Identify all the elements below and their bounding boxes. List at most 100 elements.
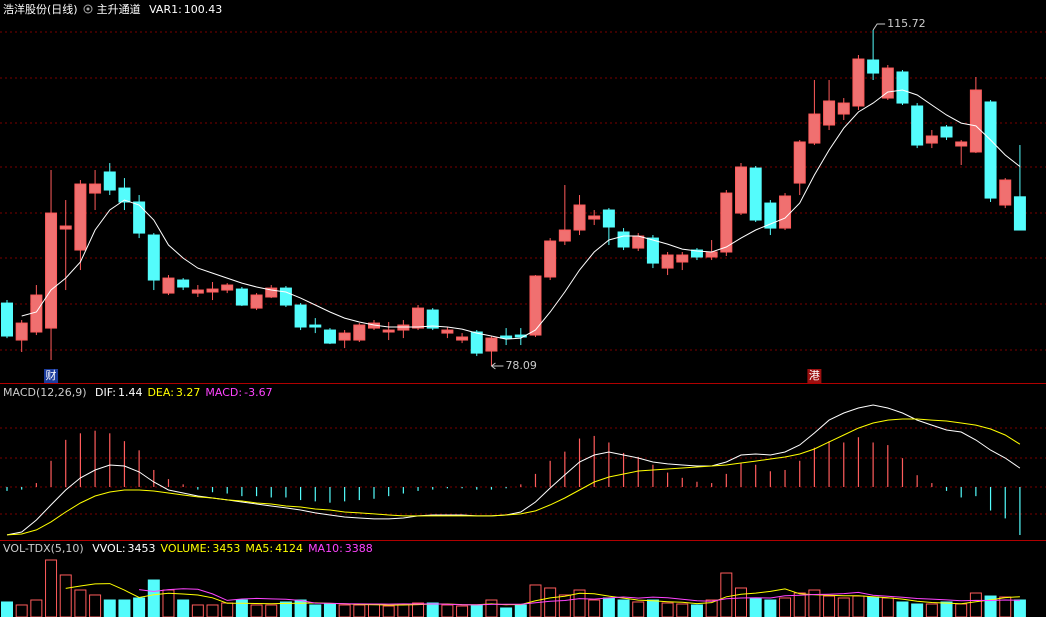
candle-body: [250, 294, 263, 309]
candle-body: [969, 89, 982, 153]
candle-body: [881, 67, 894, 99]
volume-bar: [720, 572, 733, 617]
indicator-line: [139, 588, 1020, 606]
candle-body: [661, 254, 674, 269]
volume-bar: [632, 601, 645, 617]
candle-body: [59, 225, 72, 230]
candle-body: [353, 324, 366, 341]
candle-body: [441, 329, 454, 334]
legend-name: MA10:: [308, 542, 343, 555]
volume-bar: [353, 604, 366, 617]
macd-header: MACD(12,26,9) DIF: 1.44 DEA: 3.27 MACD: -3.67: [3, 386, 278, 400]
candle-body: [147, 234, 160, 281]
volume-bar: [470, 604, 483, 617]
volume-header: VOL-TDX(5,10) VVOL: 3453 VOLUME: 3453 MA5: 41…: [3, 542, 378, 556]
low-label: 78.09: [505, 359, 537, 372]
low-pointer: [491, 362, 504, 370]
volume-bar: [852, 595, 865, 617]
candle-body: [617, 231, 630, 248]
volume-bar: [617, 599, 630, 617]
candle-body: [544, 240, 557, 278]
volume-bar: [309, 604, 322, 617]
volume-bar: [206, 604, 219, 617]
volume-bar: [338, 604, 351, 617]
candle-body: [15, 322, 28, 341]
volume-bar: [441, 604, 454, 617]
volume-bar: [837, 597, 850, 617]
legend-value: 3453: [212, 542, 241, 555]
candle-body: [191, 289, 204, 294]
candle-body: [925, 135, 938, 144]
candle-body: [412, 307, 425, 329]
volume-bar: [426, 602, 439, 617]
volume-bar: [235, 599, 248, 617]
candle-body: [690, 249, 703, 258]
high-label: 115.72: [887, 17, 926, 30]
candle-body: [984, 101, 997, 199]
volume-bar: [74, 589, 87, 617]
legend-value: 1.44: [117, 386, 143, 399]
volume-bar: [558, 594, 571, 617]
macd-title: MACD(12,26,9): [3, 386, 87, 399]
volume-bar: [911, 603, 924, 617]
volume-bar: [544, 587, 557, 617]
legend-value: 3388: [344, 542, 373, 555]
volume-bar: [588, 599, 601, 617]
legend-name: VAR1:: [149, 3, 182, 16]
candle-body: [573, 204, 586, 231]
legend-name: VOLUME:: [160, 542, 211, 555]
volume-bar: [397, 603, 410, 617]
candle-body: [456, 336, 469, 341]
volume-bar: [250, 604, 263, 617]
candle-body: [999, 179, 1012, 206]
legend-value: 3.27: [175, 386, 201, 399]
candle-body: [206, 288, 219, 293]
volume-bar: [705, 599, 718, 617]
candle-body: [309, 324, 322, 328]
volume-bar: [602, 597, 615, 617]
volume-bar: [147, 579, 160, 617]
candle-body: [103, 171, 116, 191]
volume-bar: [969, 592, 982, 617]
event-label: 港: [809, 369, 820, 382]
volume-bar: [881, 597, 894, 617]
volume-bar: [323, 603, 336, 617]
volume-bar: [221, 602, 234, 617]
candle-body: [162, 277, 175, 294]
candle-body: [720, 192, 733, 253]
candle-body: [676, 254, 689, 263]
candle-body: [602, 209, 615, 228]
volume-bar: [735, 587, 747, 617]
candle-body: [940, 126, 953, 138]
volume-bar: [45, 559, 58, 617]
event-marker: [807, 369, 822, 383]
candle-body: [852, 58, 865, 107]
volume-bar: [294, 599, 307, 617]
candle-body: [397, 324, 410, 331]
volume-bar: [485, 599, 498, 617]
volume-bar: [118, 599, 131, 617]
candle-body: [323, 329, 336, 344]
volume-bar: [984, 595, 997, 617]
candle-body: [485, 337, 498, 352]
stock-title: 浩洋股份(日线): [3, 3, 78, 16]
volume-bar: [823, 595, 836, 617]
candle-body: [764, 202, 777, 229]
volume-bar: [867, 596, 880, 617]
volume-bar: [89, 594, 102, 617]
volume-bar: [1, 601, 13, 617]
volume-bar: [779, 597, 792, 617]
candle-body: [118, 187, 131, 203]
volume-bar: [690, 604, 703, 617]
volume-bar: [456, 605, 469, 617]
candle-body: [514, 334, 527, 338]
candle-body: [177, 279, 190, 288]
candle-body: [426, 309, 439, 329]
candle-body: [867, 59, 880, 74]
volume-bar: [676, 603, 689, 617]
candle-body: [500, 335, 513, 339]
grid: [0, 31, 1046, 541]
volume-bar: [368, 603, 380, 617]
legend-name: VVOL:: [92, 542, 126, 555]
candle-body: [338, 332, 351, 341]
